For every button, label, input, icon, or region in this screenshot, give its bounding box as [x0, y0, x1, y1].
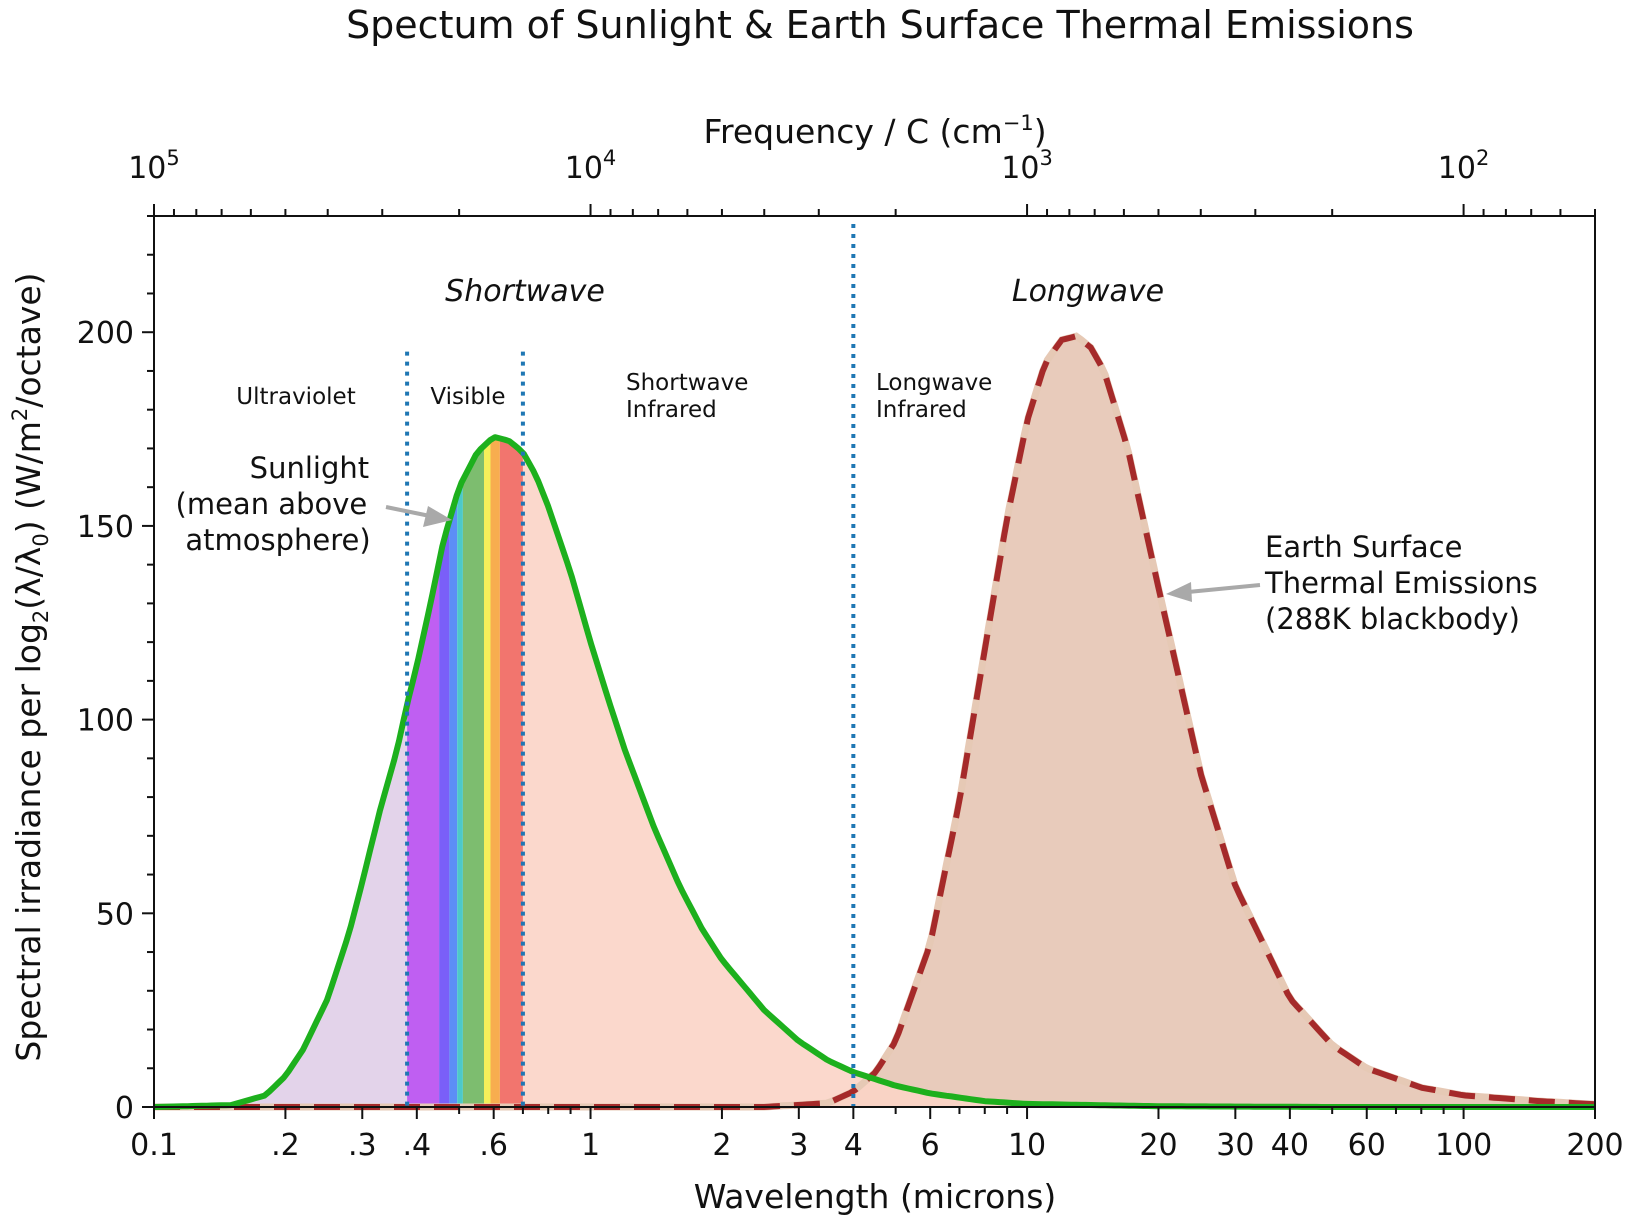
longwave-infrared-label: Longwave Infrared	[876, 370, 1000, 423]
sunlight-annotation-line-2: (mean above	[176, 487, 368, 521]
longwave-infrared-line-1: Longwave	[876, 370, 992, 396]
top-tick-label: 103	[1001, 146, 1053, 186]
visible-band	[457, 479, 463, 1107]
region-boundary-lines	[405, 224, 856, 1107]
area-fills	[154, 336, 1595, 1107]
x-tick-label: 2	[712, 1128, 731, 1163]
x-tick-label: 1	[581, 1128, 600, 1163]
visible-band	[484, 439, 491, 1107]
x-tick-label: .2	[271, 1128, 300, 1163]
visible-band	[462, 445, 484, 1107]
earth-area-fill	[828, 336, 1595, 1107]
y-axis-label-sub1: 2	[29, 610, 53, 623]
visible-band	[449, 493, 458, 1107]
top-axis-label-end: )	[1034, 112, 1047, 151]
y-axis-label-sup: 2	[8, 408, 32, 421]
x-tick-label: .4	[403, 1128, 432, 1163]
x-tick-label: 0.1	[130, 1128, 178, 1163]
y-axis-label-a: Spectral irradiance per log	[9, 623, 48, 1061]
x-tick-label: 30	[1216, 1128, 1254, 1163]
earth-annotation: Earth Surface Thermal Emissions (288K bl…	[1264, 530, 1547, 636]
y-tick-label: 0	[115, 1091, 134, 1126]
y-tick-label: 200	[77, 316, 134, 351]
y-axis-label-b: (λ/λ	[9, 547, 48, 610]
top-tick-base: 10	[565, 151, 603, 186]
plot-frame	[153, 215, 1596, 1108]
y-axis-label: Spectral irradiance per log2(λ/λ0) (W/m2…	[8, 272, 53, 1061]
y-tick-label: 50	[96, 897, 134, 932]
earth-annotation-line-3: (288K blackbody)	[1265, 602, 1520, 636]
x-tick-label: 10	[1008, 1128, 1046, 1163]
visible-color-bands	[407, 436, 523, 1107]
ultraviolet-area-fill	[154, 704, 408, 1107]
visible-band	[499, 438, 523, 1107]
shortwave-infrared-area-fill	[522, 452, 1595, 1107]
top-tick-label: 105	[128, 146, 180, 186]
y-tick-label: 150	[77, 510, 134, 545]
x-tick-label: 3	[789, 1128, 808, 1163]
earth-annotation-line-1: Earth Surface	[1265, 530, 1462, 564]
top-tick-exp: 3	[1039, 146, 1052, 170]
x-tick-label: .3	[348, 1128, 377, 1163]
earth-arrow	[1166, 582, 1261, 602]
top-tick-exp: 4	[603, 146, 616, 170]
x-axis-label: Wavelength (microns)	[694, 1177, 1057, 1216]
shortwave-infrared-label: Shortwave Infrared	[626, 370, 756, 423]
top-axis-label: Frequency / C (cm−1)	[703, 111, 1046, 151]
visible-band	[407, 561, 440, 1107]
x-tick-label: 200	[1566, 1128, 1623, 1163]
sunlight-arrow	[385, 505, 452, 527]
longwave-infrared-line-2: Infrared	[876, 397, 967, 423]
x-tick-label: 4	[844, 1128, 863, 1163]
y-axis-label-d: /octave)	[9, 272, 48, 407]
chart-title: Spectum of Sunlight & Earth Surface Ther…	[346, 3, 1414, 47]
sunlight-annotation: Sunlight (mean above atmosphere)	[176, 451, 379, 557]
ultraviolet-label: Ultraviolet	[236, 384, 355, 410]
top-tick-label: 102	[1438, 146, 1490, 186]
y-tick-label: 100	[77, 704, 134, 739]
top-tick-exp: 2	[1476, 146, 1489, 170]
x-tick-label: 6	[921, 1128, 940, 1163]
visible-band	[490, 436, 500, 1107]
top-tick-base: 10	[1001, 151, 1039, 186]
top-tick-label: 104	[565, 146, 617, 186]
axis-ticks: 0.1 .2 .3 .4 .6 1 2 3 4 6 10 20 30 40 60 100 200 0 50 100 15…	[77, 146, 1624, 1163]
top-tick-base: 10	[128, 151, 166, 186]
x-tick-label: 60	[1348, 1128, 1386, 1163]
longwave-label: Longwave	[1012, 274, 1164, 309]
shortwave-infrared-line-2: Infrared	[626, 397, 717, 423]
x-tick-label: 40	[1271, 1128, 1309, 1163]
top-axis-label-sup: −1	[1003, 111, 1034, 135]
top-tick-base: 10	[1438, 151, 1476, 186]
top-axis-label-main: Frequency / C (cm	[703, 112, 1002, 151]
shortwave-infrared-line-1: Shortwave	[626, 370, 748, 396]
visible-label: Visible	[430, 384, 505, 410]
x-tick-label: .6	[479, 1128, 508, 1163]
visible-band	[439, 520, 450, 1107]
earth-annotation-line-2: Thermal Emissions	[1264, 566, 1538, 600]
y-axis-label-sub2: 0	[29, 533, 53, 546]
top-tick-exp: 5	[166, 146, 179, 170]
sunlight-annotation-line-1: Sunlight	[250, 451, 369, 485]
x-tick-label: 100	[1435, 1128, 1492, 1163]
x-tick-label: 20	[1139, 1128, 1177, 1163]
sunlight-annotation-line-3: atmosphere)	[185, 523, 370, 557]
y-axis-label-c: ) (W/m	[9, 421, 48, 533]
shortwave-label: Shortwave	[445, 274, 605, 309]
